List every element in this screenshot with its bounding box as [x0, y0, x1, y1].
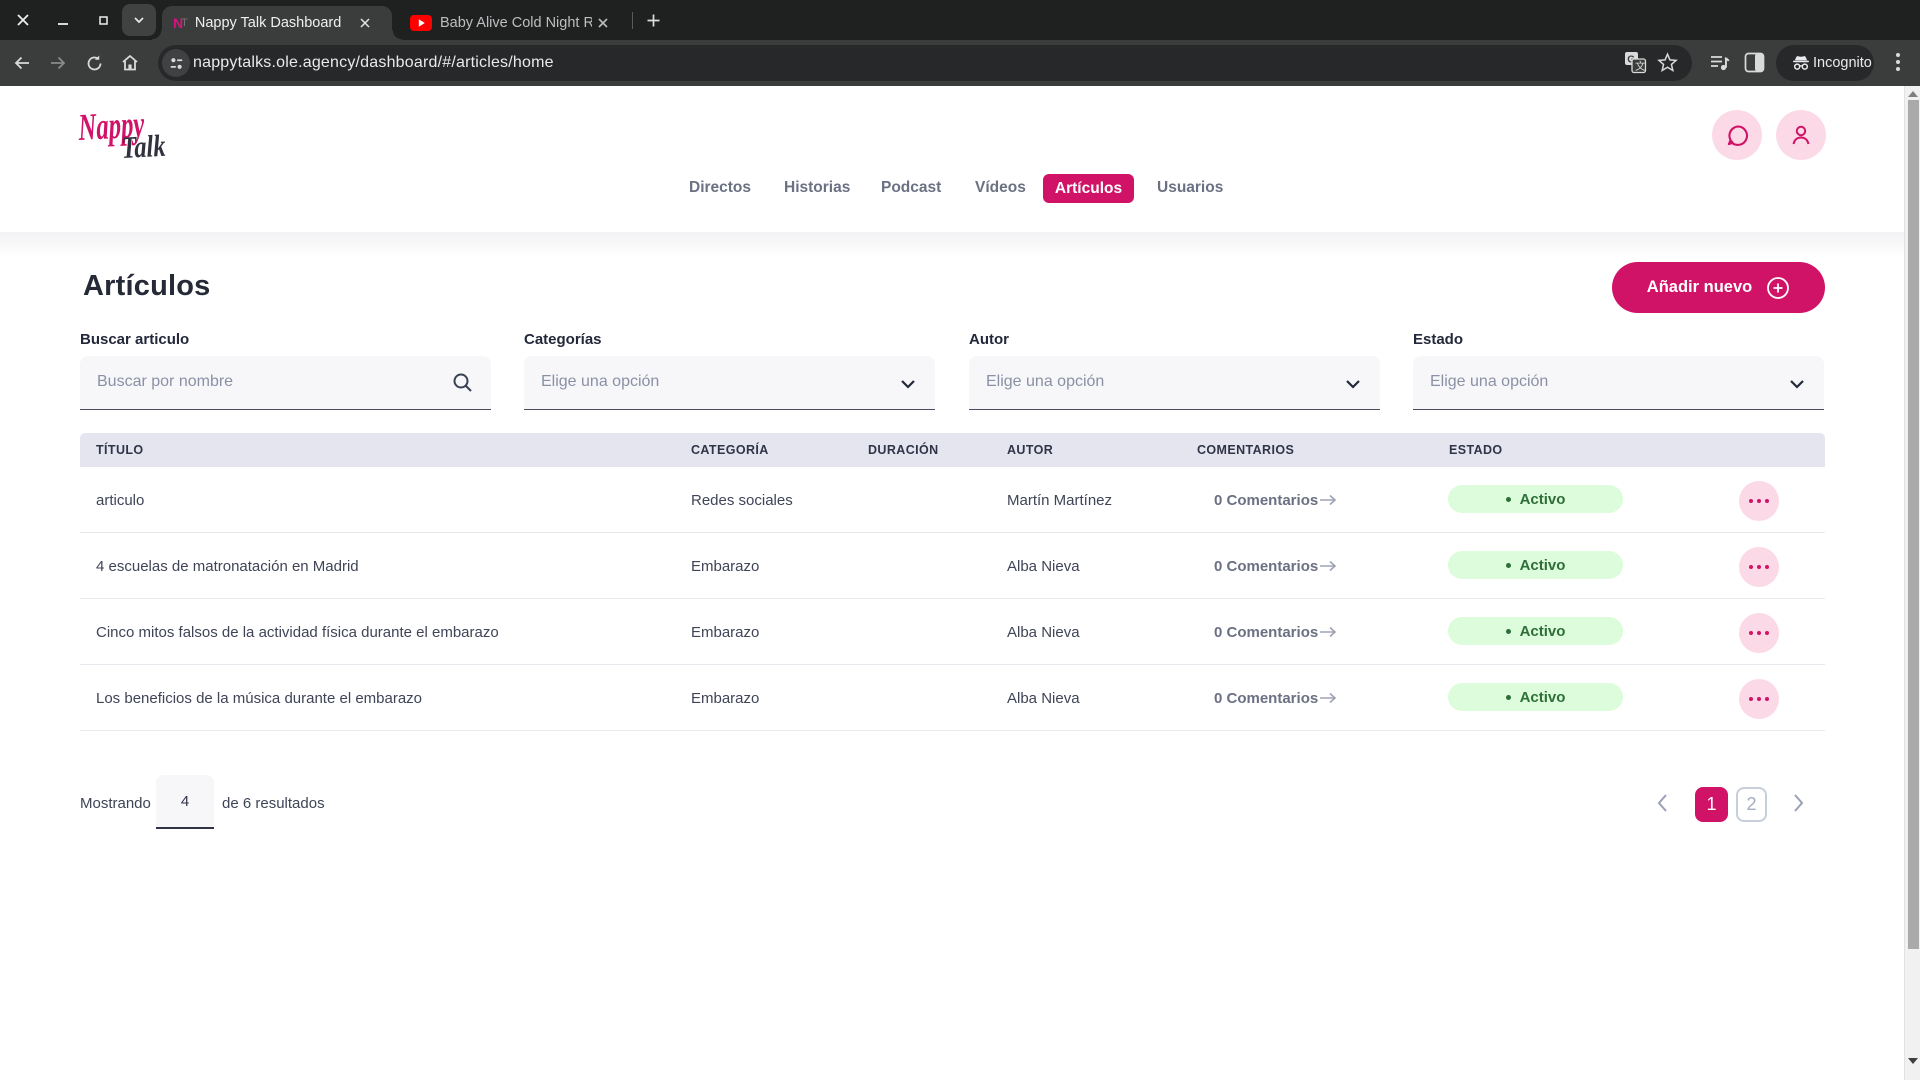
svg-text:Talk: Talk — [121, 128, 167, 163]
svg-text:Nappy: Nappy — [78, 104, 145, 149]
svg-text:文: 文 — [1635, 60, 1646, 73]
svg-text:G: G — [1627, 55, 1635, 66]
